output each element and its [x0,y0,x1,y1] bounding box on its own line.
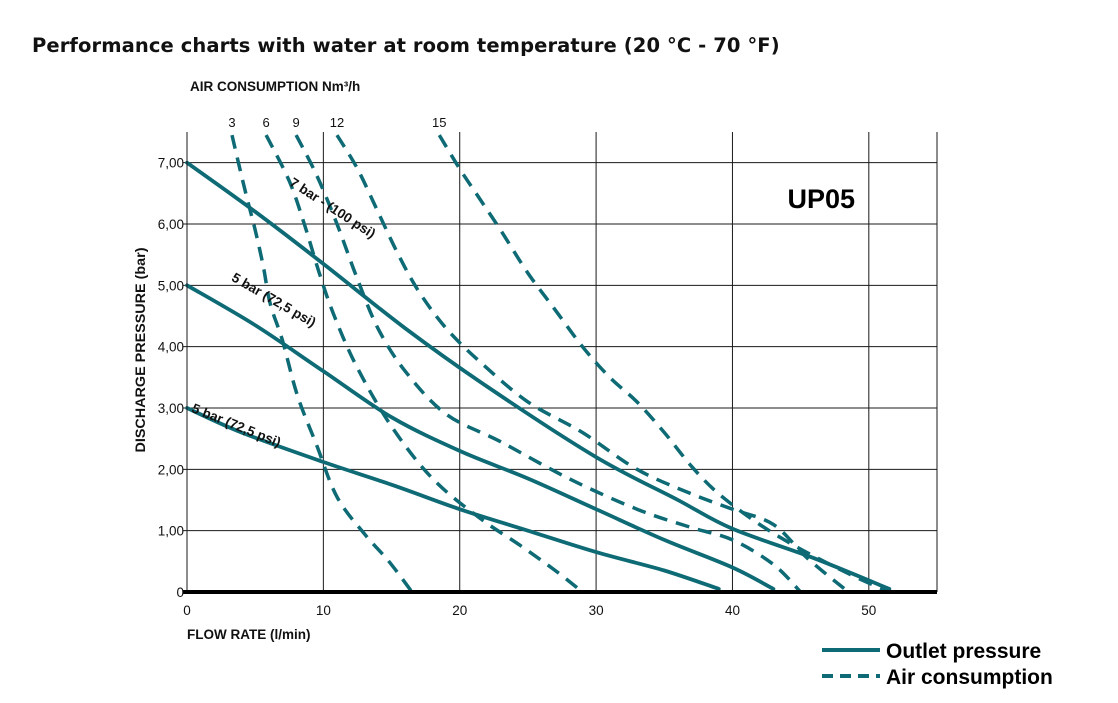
outlet-pressure-line-2 [185,406,721,591]
air-consumption-line-6 [264,134,584,594]
y-tick-label: 6,00 [158,217,184,232]
outlet-curve-label: 5 bar (72,5 psi) [229,270,318,330]
y-tick-label: 3,00 [158,401,184,416]
top-axis-title: AIR CONSUMPTION Nm³/h [190,79,360,94]
air-consumption-tick-label: 3 [228,115,235,130]
x-tick-label: 50 [861,603,876,618]
y-tick-label: 4,00 [158,340,184,355]
air-consumption-tick-label: 6 [262,115,269,130]
model-label: UP05 [787,184,855,214]
outlet-pressure-line-0 [185,160,892,591]
y-axis-title: DISCHARGE PRESSURE (bar) [133,248,148,453]
x-tick-label: 0 [183,603,191,618]
air-consumption-tick-label: 12 [330,115,344,130]
legend: Outlet pressure Air consumption [822,640,1053,689]
y-tick-label: 2,00 [158,462,184,477]
outlet-pressure-line-1 [185,283,776,591]
air-consumption-tick-label: 15 [432,115,446,130]
x-tick-label: 40 [725,603,740,618]
x-axis-title: FLOW RATE (l/min) [187,627,310,642]
y-tick-label: 1,00 [158,524,184,539]
y-tick-label: 0 [176,585,184,600]
x-tick-label: 30 [589,603,604,618]
legend-label: Outlet pressure [886,640,1041,663]
air-consumption-line-12 [335,134,850,594]
air-consumption-line-3 [230,134,414,594]
y-tick-label: 5,00 [158,278,184,293]
y-tick-label: 7,00 [158,156,184,171]
air-consumption-line-9 [294,134,802,594]
air-consumption-tick-label: 9 [292,115,299,130]
air-consumption-line-15 [437,134,891,594]
page-title: Performance charts with water at room te… [32,34,780,57]
x-tick-label: 20 [452,603,467,618]
axis-layer: 0 10 20 30 40 50 0 1,00 2,00 3,00 4,00 5,00 6,00 7,00… [133,79,937,642]
x-tick-label: 10 [316,603,331,618]
series-layer [185,134,892,594]
legend-label: Air consumption [886,666,1053,689]
